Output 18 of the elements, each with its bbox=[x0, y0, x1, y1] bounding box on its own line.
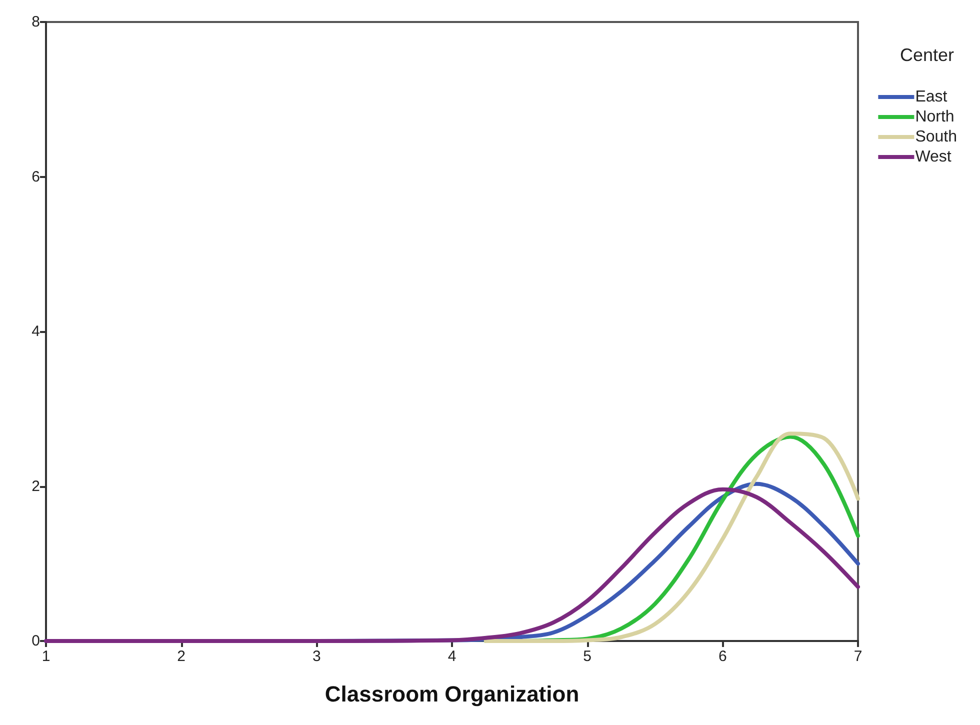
legend-label: North bbox=[915, 108, 954, 126]
x-tick-label: 6 bbox=[718, 648, 727, 665]
x-tick-label: 4 bbox=[448, 648, 456, 665]
legend-label: East bbox=[915, 88, 948, 106]
legend-label: South bbox=[915, 128, 957, 146]
y-tick-label: 4 bbox=[32, 323, 40, 340]
x-axis-title: Classroom Organization bbox=[324, 682, 580, 706]
x-tick-label: 2 bbox=[177, 648, 186, 665]
y-tick-label: 6 bbox=[32, 168, 40, 186]
legend-label: West bbox=[915, 148, 952, 166]
x-tick-label: 5 bbox=[583, 648, 592, 665]
y-tick-label: 0 bbox=[32, 632, 40, 650]
y-tick-label: 8 bbox=[32, 14, 40, 30]
x-tick-label: 7 bbox=[854, 648, 862, 665]
x-tick-label: 1 bbox=[42, 648, 50, 665]
x-tick-label: 3 bbox=[312, 648, 321, 665]
y-tick-label: 2 bbox=[32, 478, 40, 495]
legend-title: Center bbox=[900, 45, 954, 65]
